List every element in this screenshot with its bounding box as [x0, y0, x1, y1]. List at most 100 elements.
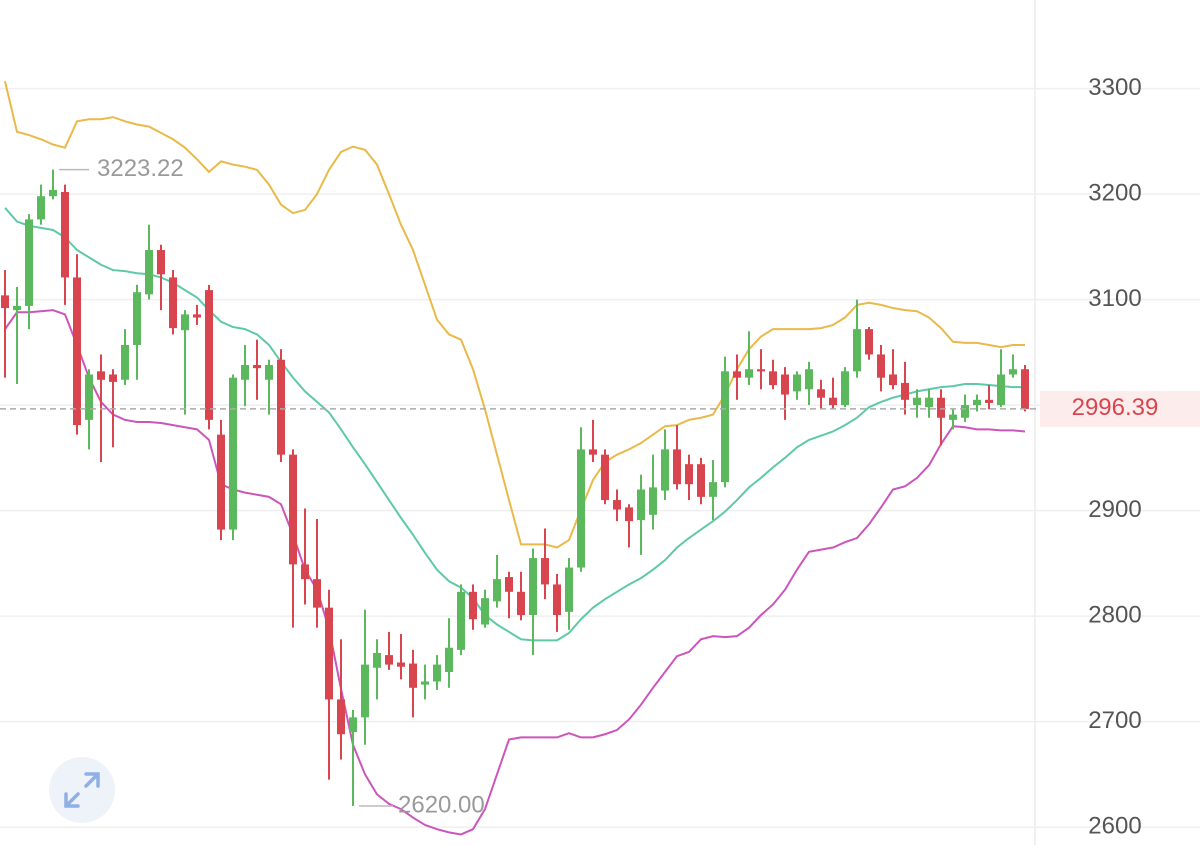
expand-icon [64, 772, 100, 808]
candle-body [505, 577, 513, 592]
candle-body [277, 359, 285, 455]
candle-body [73, 277, 81, 426]
candle-body [97, 371, 105, 380]
y-tick-label: 2700 [1088, 707, 1141, 734]
candle-body [289, 454, 297, 565]
candle-body [841, 371, 849, 406]
candle-body [769, 371, 777, 386]
candle-body [217, 434, 225, 530]
candle-body [577, 449, 585, 568]
candle-body [817, 389, 825, 398]
candle-body [913, 397, 921, 406]
candle-body [829, 397, 837, 406]
candle-body [85, 374, 93, 420]
candle-body [361, 664, 369, 718]
band-line [4, 80, 1025, 549]
candle-body [673, 449, 681, 485]
candle-body [349, 717, 357, 733]
band-line [4, 309, 1026, 836]
candle-body [517, 591, 525, 616]
candle-body [1021, 369, 1029, 409]
candle-body [877, 354, 885, 378]
candle-body [613, 500, 621, 510]
candle-body [745, 369, 753, 378]
candle-body [385, 655, 393, 665]
candle-body [109, 374, 117, 382]
candle-body [409, 663, 417, 688]
candle-body [541, 558, 549, 585]
low-label: 2620.00 [398, 791, 485, 818]
candle-body [493, 579, 501, 602]
y-tick-label: 3200 [1088, 179, 1141, 206]
candle-body [781, 374, 789, 395]
candle-body [421, 681, 429, 685]
candle-body [985, 399, 993, 403]
candle-body [889, 374, 897, 386]
expand-button[interactable] [49, 757, 115, 823]
candle-body [145, 250, 153, 295]
candle-body [637, 489, 645, 521]
last-price-label: 2996.39 [1072, 394, 1159, 421]
candle-body [37, 196, 45, 220]
y-tick-label: 3100 [1088, 285, 1141, 312]
candle-body [937, 397, 945, 418]
candle-body [181, 314, 189, 331]
candle-body [433, 664, 441, 682]
y-tick-label: 2600 [1088, 812, 1141, 839]
candle-body [205, 290, 213, 420]
y-tick-label: 2900 [1088, 496, 1141, 523]
candle-body [685, 464, 693, 485]
candle-body [313, 579, 321, 608]
candle-body [865, 329, 873, 355]
candle-body [457, 591, 465, 650]
candle-body [901, 382, 909, 400]
candle-body [805, 369, 813, 390]
candle-body [133, 292, 141, 345]
candle-body [961, 405, 969, 418]
candle-body [121, 344, 129, 380]
candle-body [13, 305, 21, 311]
candle-body [973, 399, 981, 406]
candle-body [397, 662, 405, 667]
candle-body [157, 250, 165, 275]
labels: 260027002800290030003100320033003223.222… [0, 74, 1200, 839]
candle-body [193, 314, 201, 318]
candle-body [337, 699, 345, 735]
candle-body [481, 598, 489, 625]
candle-body [301, 564, 309, 580]
candle-body [589, 449, 597, 455]
candle-body [625, 507, 633, 522]
candle-body [661, 449, 669, 491]
candle-body [697, 464, 705, 497]
candle-body [1, 295, 9, 309]
candle-body [469, 591, 477, 620]
candle-body [997, 374, 1005, 406]
last-price-bg [1040, 390, 1200, 427]
candle-body [853, 329, 861, 372]
candle-body [25, 219, 33, 306]
candle-body [925, 397, 933, 408]
candle-body [793, 374, 801, 392]
candle-body [757, 369, 765, 372]
y-tick-label: 2800 [1088, 601, 1141, 628]
expand-button-bg[interactable] [49, 757, 115, 823]
candle-body [265, 365, 273, 380]
candle-body [553, 584, 561, 616]
candle-body [949, 414, 957, 420]
candle-body [49, 189, 57, 197]
candle-body [529, 558, 537, 616]
candle-body [649, 487, 657, 515]
candle-body [1009, 369, 1017, 375]
candle-body [61, 191, 69, 278]
candle-body [325, 607, 333, 700]
high-label: 3223.22 [97, 155, 184, 182]
candle-body [373, 653, 381, 668]
candle-body [229, 377, 237, 530]
candle-body [601, 454, 609, 501]
candle-body [721, 371, 729, 483]
candle-body [733, 371, 741, 378]
candle-body [169, 277, 177, 329]
candle-body [709, 482, 717, 497]
